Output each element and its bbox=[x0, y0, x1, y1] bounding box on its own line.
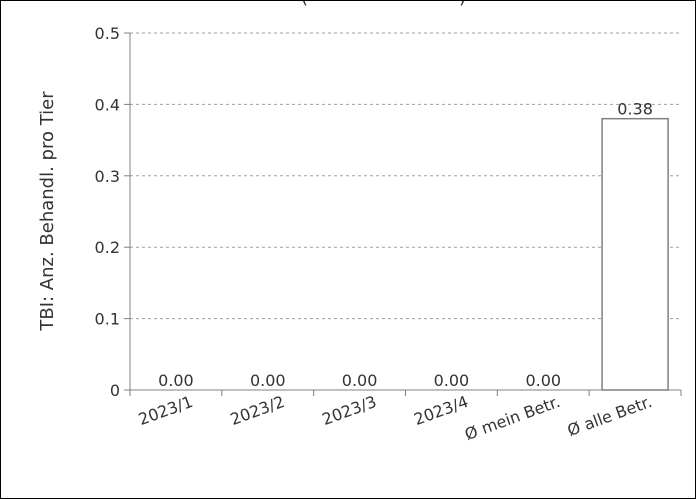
bars bbox=[601, 117, 669, 391]
y-tick-label: 0.2 bbox=[95, 238, 120, 257]
data-labels: 0.00 0.00 0.00 0.00 0.00 0.38 bbox=[158, 100, 653, 390]
data-label: 0.00 bbox=[525, 371, 561, 390]
y-tick-label: 0.5 bbox=[95, 24, 120, 43]
x-tick-labels: 2023/1 2023/2 2023/3 2023/4Ø mein Betr. Ø al… bbox=[136, 392, 655, 444]
x-tick-label: 2023/2 bbox=[228, 392, 287, 429]
x-tick-label: 2023/1 bbox=[136, 392, 195, 429]
x-tick-label: Ø mein Betr. bbox=[462, 392, 563, 444]
y-tick-labels: 0 0.1 0.2 0.3 0.4 0.5 bbox=[95, 24, 120, 400]
data-label: 0.00 bbox=[342, 371, 378, 390]
bar bbox=[601, 117, 669, 391]
y-tick-label: 0.4 bbox=[95, 95, 120, 114]
x-tick-label: 2023/4 bbox=[411, 392, 470, 429]
y-tick-label: 0.3 bbox=[95, 167, 120, 186]
x-tick-label: Ø alle Betr. bbox=[565, 392, 655, 440]
grid-lines bbox=[130, 32, 681, 320]
axes bbox=[124, 32, 682, 396]
data-label: 0.00 bbox=[434, 371, 470, 390]
y-tick-label: 0.1 bbox=[95, 310, 120, 329]
y-tick-label: 0 bbox=[110, 381, 120, 400]
x-tick-label: 2023/3 bbox=[320, 392, 379, 429]
data-label: 0.00 bbox=[158, 371, 194, 390]
y-axis-title: TBI: Anz. Behandl. pro Tier bbox=[37, 91, 58, 332]
chart-title-close: ) bbox=[459, 1, 466, 8]
data-label: 0.38 bbox=[617, 100, 653, 119]
chart-title-open: ( bbox=[301, 1, 308, 8]
chart-title-group: ( ) bbox=[301, 1, 466, 8]
data-label: 0.00 bbox=[250, 371, 286, 390]
